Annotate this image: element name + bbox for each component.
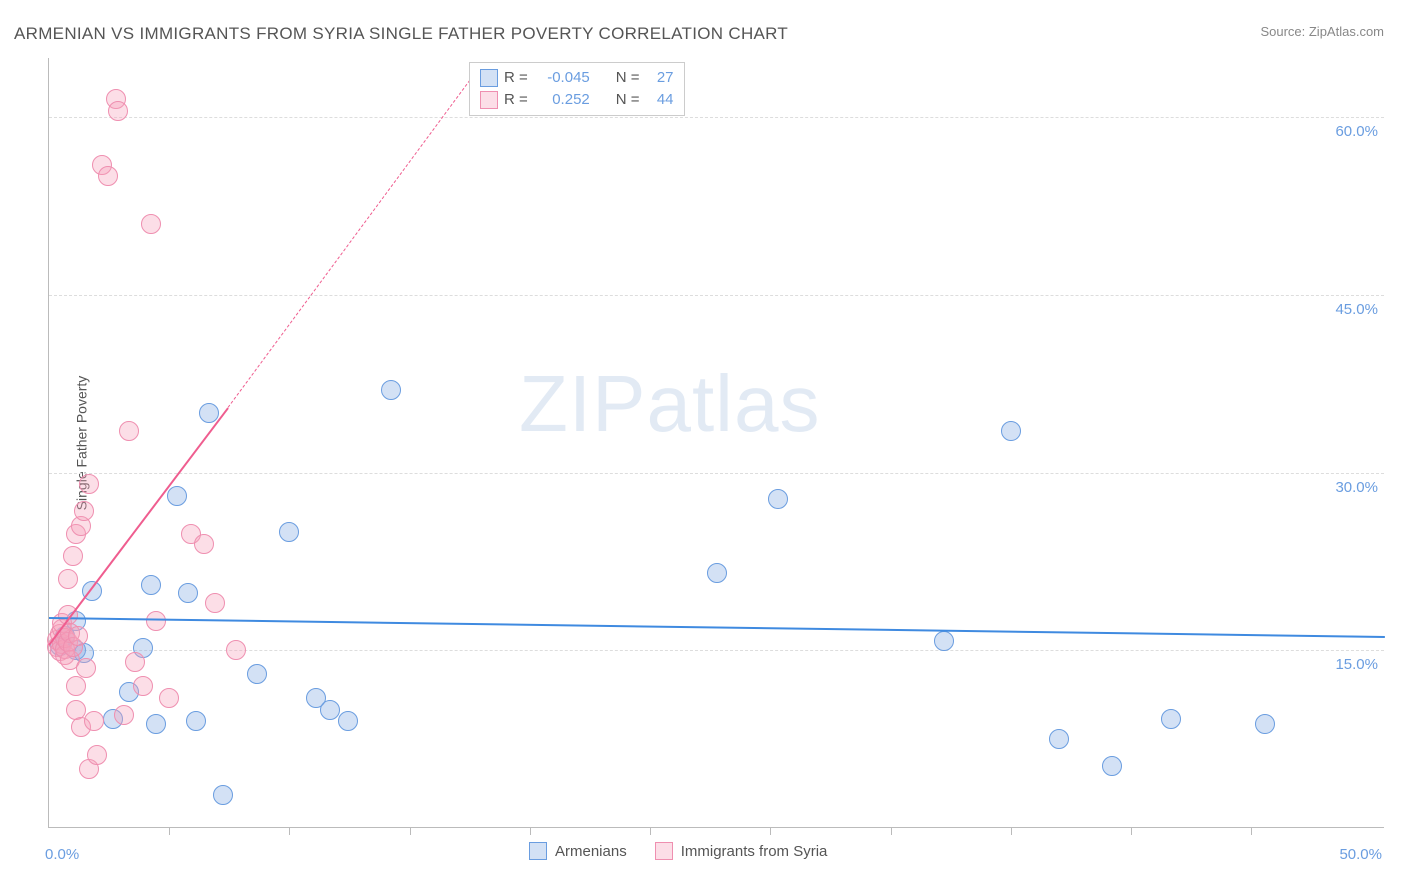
data-point: [84, 711, 104, 731]
legend-item: Armenians: [529, 842, 627, 860]
data-point: [133, 676, 153, 696]
data-point: [79, 474, 99, 494]
watermark: ZIPatlas: [519, 358, 820, 450]
x-tick: [1131, 827, 1132, 835]
data-point: [1255, 714, 1275, 734]
data-point: [119, 421, 139, 441]
data-point: [108, 101, 128, 121]
data-point: [58, 569, 78, 589]
data-point: [1049, 729, 1069, 749]
x-tick: [891, 827, 892, 835]
data-point: [320, 700, 340, 720]
x-tick: [410, 827, 411, 835]
data-point: [1161, 709, 1181, 729]
legend-swatch: [655, 842, 673, 860]
data-point: [159, 688, 179, 708]
chart-area: Single Father Poverty ZIPatlas 15.0%30.0…: [48, 58, 1384, 828]
x-tick: [650, 827, 651, 835]
data-point: [768, 489, 788, 509]
legend-stats-row: R =-0.045N =27: [480, 67, 674, 89]
grid-line: [49, 117, 1384, 118]
data-point: [74, 501, 94, 521]
data-point: [76, 658, 96, 678]
legend-stats: R =-0.045N =27R =0.252N =44: [469, 62, 685, 116]
legend-series: Armenians Immigrants from Syria: [529, 842, 827, 860]
trend-line-dashed: [228, 64, 483, 408]
x-tick: [770, 827, 771, 835]
legend-swatch: [480, 69, 498, 87]
source-label: Source: ZipAtlas.com: [1260, 24, 1384, 39]
x-tick: [530, 827, 531, 835]
data-point: [707, 563, 727, 583]
data-point: [98, 166, 118, 186]
data-point: [167, 486, 187, 506]
data-point: [146, 714, 166, 734]
data-point: [381, 380, 401, 400]
y-tick-label: 15.0%: [1335, 656, 1378, 673]
data-point: [226, 640, 246, 660]
data-point: [146, 611, 166, 631]
data-point: [141, 214, 161, 234]
data-point: [213, 785, 233, 805]
data-point: [125, 652, 145, 672]
data-point: [68, 626, 88, 646]
x-max-label: 50.0%: [1339, 846, 1382, 863]
x-tick: [289, 827, 290, 835]
legend-item: Immigrants from Syria: [655, 842, 828, 860]
y-tick-label: 45.0%: [1335, 301, 1378, 318]
data-point: [87, 745, 107, 765]
data-point: [194, 534, 214, 554]
data-point: [934, 631, 954, 651]
trend-line: [49, 617, 1385, 638]
plot-area: ZIPatlas 15.0%30.0%45.0%60.0%0.0%50.0%R …: [48, 58, 1384, 828]
chart-title: ARMENIAN VS IMMIGRANTS FROM SYRIA SINGLE…: [14, 24, 788, 44]
legend-stats-row: R =0.252N =44: [480, 89, 674, 111]
data-point: [1001, 421, 1021, 441]
legend-label: Armenians: [555, 843, 627, 860]
y-tick-label: 60.0%: [1335, 123, 1378, 140]
data-point: [141, 575, 161, 595]
grid-line: [49, 295, 1384, 296]
x-tick: [1011, 827, 1012, 835]
data-point: [114, 705, 134, 725]
x-tick: [1251, 827, 1252, 835]
data-point: [279, 522, 299, 542]
x-tick: [169, 827, 170, 835]
data-point: [186, 711, 206, 731]
data-point: [178, 583, 198, 603]
grid-line: [49, 473, 1384, 474]
legend-label: Immigrants from Syria: [681, 843, 828, 860]
data-point: [247, 664, 267, 684]
data-point: [205, 593, 225, 613]
legend-swatch: [529, 842, 547, 860]
data-point: [66, 676, 86, 696]
x-origin-label: 0.0%: [45, 846, 79, 863]
data-point: [1102, 756, 1122, 776]
legend-swatch: [480, 91, 498, 109]
grid-line: [49, 650, 1384, 651]
data-point: [63, 546, 83, 566]
y-tick-label: 30.0%: [1335, 479, 1378, 496]
data-point: [338, 711, 358, 731]
